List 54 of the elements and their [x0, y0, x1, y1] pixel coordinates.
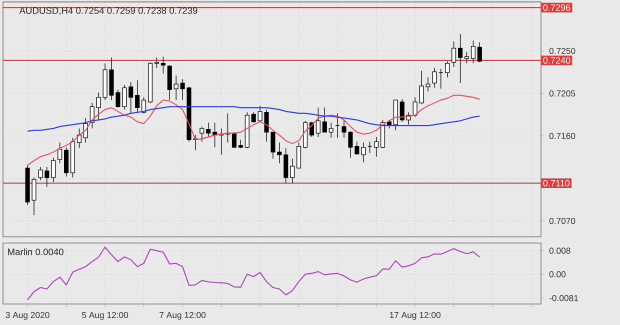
ref-line-label: 0.7296 [543, 4, 570, 11]
candlestick [445, 60, 450, 78]
y-tick-label: -0.0081 [549, 295, 578, 302]
candlestick [277, 142, 282, 164]
x-tick-label: 3 Aug 2020 [6, 312, 50, 320]
candlestick [160, 56, 166, 74]
candlestick [361, 142, 366, 163]
candlestick [328, 122, 334, 138]
y-tick-label: 0.7250 [549, 48, 576, 54]
candlestick [154, 57, 159, 68]
candlestick [76, 128, 82, 149]
candlestick [38, 166, 43, 181]
candlestick [452, 41, 456, 68]
candlestick [477, 42, 482, 63]
y-tick-label: 0.7160 [549, 132, 576, 139]
candlestick [322, 107, 327, 133]
y-tick-label: 0.008 [549, 248, 570, 254]
candlestick [96, 92, 101, 120]
candlestick [51, 157, 56, 183]
candlestick [44, 166, 50, 188]
candlestick [206, 122, 211, 138]
x-tick-label: 7 Aug 12:00 [160, 312, 206, 320]
candlestick [64, 146, 69, 177]
candlestick [296, 142, 302, 168]
candlestick [128, 82, 134, 114]
candlestick [374, 136, 379, 158]
y-tick-label: 0.7070 [549, 218, 576, 224]
candlestick [142, 96, 146, 114]
candlestick [200, 126, 204, 142]
ref-line-label: 0.7240 [543, 57, 570, 64]
x-tick-label: 17 Aug 12:00 [390, 312, 440, 320]
candlestick [335, 112, 340, 138]
candlestick [290, 158, 295, 184]
candlestick [58, 142, 62, 164]
candlestick [284, 148, 288, 184]
candlestick [432, 68, 437, 88]
ref-line-label: 0.7110 [543, 180, 570, 186]
candlestick [251, 112, 256, 123]
candlestick [458, 34, 463, 84]
candlestick [316, 107, 320, 138]
candlestick [174, 75, 178, 100]
candlestick [354, 141, 360, 156]
chart-title: AUDUSD,H4 0.7254 0.7259 0.7238 0.7239 [19, 7, 198, 15]
candlestick [400, 98, 404, 122]
candlestick [232, 132, 236, 149]
candlestick [464, 52, 470, 64]
chart-title: Marlin 0.0040 [8, 248, 64, 256]
x-tick-label: 5 Aug 12:00 [82, 312, 128, 320]
y-tick-label: 0.00 [549, 271, 566, 278]
y-tick-label: 0.7205 [549, 90, 576, 96]
candlestick [470, 40, 476, 64]
candlestick [167, 64, 172, 100]
candlestick [135, 80, 140, 114]
candlestick [122, 84, 127, 110]
